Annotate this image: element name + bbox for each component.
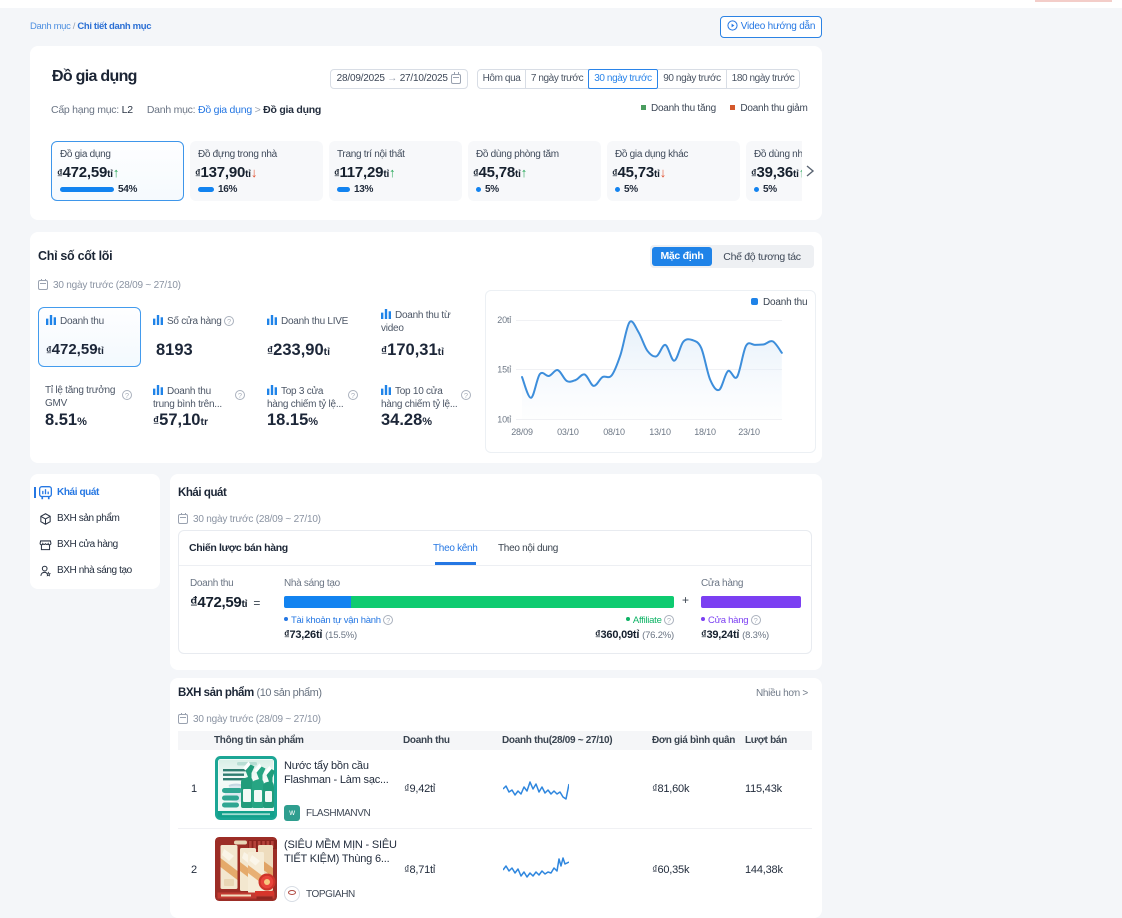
svg-text:18/10: 18/10: [694, 427, 716, 437]
svg-text:13/10: 13/10: [649, 427, 671, 437]
svg-text:15tỉ: 15tỉ: [497, 365, 511, 375]
svg-text:03/10: 03/10: [557, 427, 579, 437]
svg-text:10tỉ: 10tỉ: [497, 415, 511, 425]
svg-text:20tỉ: 20tỉ: [497, 315, 511, 325]
svg-text:08/10: 08/10: [603, 427, 625, 437]
svg-text:28/09: 28/09: [511, 427, 533, 437]
svg-text:23/10: 23/10: [738, 427, 760, 437]
